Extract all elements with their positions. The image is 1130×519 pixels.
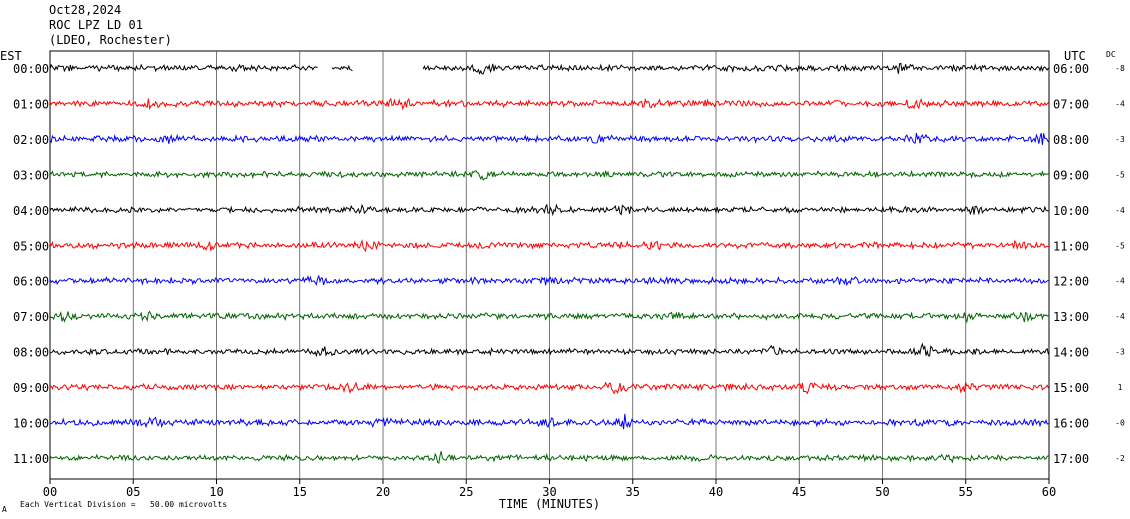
seismic-trace-row: [49, 169, 1049, 181]
row-time-est: 07:00: [13, 310, 49, 324]
row-time-est: 04:00: [13, 204, 49, 218]
x-tick-label: 60: [1042, 485, 1056, 499]
row-dc-value: -2: [1115, 454, 1125, 463]
x-tick-label: 15: [293, 485, 307, 499]
row-dc-value: -0: [1115, 419, 1125, 428]
row-dc-value: -3: [1115, 135, 1125, 144]
station-code: ROC LPZ LD 01: [49, 18, 143, 32]
row-dc-value: -5: [1115, 170, 1125, 179]
scale-note: Each Vertical Division = 50.00 microvolt…: [20, 500, 228, 509]
row-time-est: 02:00: [13, 133, 49, 147]
row-time-est: 03:00: [13, 168, 49, 182]
row-dc-value: -4: [1115, 206, 1125, 215]
row-time-est: 08:00: [13, 346, 49, 360]
seismic-trace-row: [49, 274, 1049, 287]
row-dc-value: -4: [1115, 277, 1125, 286]
x-tick-label: 00: [43, 485, 57, 499]
seismic-trace-row: [49, 239, 1049, 253]
row-time-est: 11:00: [13, 452, 49, 466]
row-dc-value: -4: [1115, 99, 1125, 108]
row-time-utc: 15:00: [1053, 381, 1089, 395]
row-dc-value: -3: [1115, 348, 1125, 357]
row-time-utc: 17:00: [1053, 452, 1089, 466]
row-time-est: 01:00: [13, 97, 49, 111]
seismic-trace-row: [49, 413, 1049, 430]
row-dc-value: -8: [1115, 64, 1125, 73]
x-tick-label: 35: [626, 485, 640, 499]
x-tick-label: 40: [709, 485, 723, 499]
dc-header-label: DC: [1106, 50, 1116, 59]
timezone-right-label: UTC: [1064, 49, 1086, 63]
row-time-utc: 12:00: [1053, 275, 1089, 289]
x-tick-label: 30: [542, 485, 556, 499]
plot-date: Oct28,2024: [49, 3, 122, 17]
seismic-trace-row: [49, 310, 1049, 324]
row-time-utc: 16:00: [1053, 417, 1089, 431]
corner-mark: A: [2, 505, 7, 514]
x-axis-label: TIME (MINUTES): [499, 497, 600, 511]
seismic-trace-row: [49, 342, 1049, 358]
row-dc-value: 1: [1118, 383, 1123, 392]
x-tick-label: 10: [209, 485, 223, 499]
row-time-utc: 07:00: [1053, 97, 1089, 111]
x-tick-label: 50: [875, 485, 889, 499]
x-tick-label: 55: [959, 485, 973, 499]
row-time-utc: 13:00: [1053, 310, 1089, 324]
seismic-trace-row: [49, 62, 1049, 75]
x-tick-label: 45: [792, 485, 806, 499]
row-time-utc: 06:00: [1053, 62, 1089, 76]
row-time-est: 06:00: [13, 275, 49, 289]
row-time-utc: 08:00: [1053, 133, 1089, 147]
seismic-trace-row: [49, 132, 1049, 145]
x-tick-label: 05: [126, 485, 140, 499]
row-time-est: 09:00: [13, 381, 49, 395]
row-time-utc: 09:00: [1053, 168, 1089, 182]
row-time-est: 10:00: [13, 417, 49, 431]
seismic-trace-row: [49, 97, 1049, 111]
row-time-est: 00:00: [13, 62, 49, 76]
seismic-trace-row: [49, 451, 1049, 464]
x-tick-label: 20: [376, 485, 390, 499]
timezone-left-label: EST: [0, 49, 22, 63]
seismic-trace-row: [49, 381, 1049, 395]
seismic-trace-row: [49, 203, 1049, 217]
x-tick-label: 25: [459, 485, 473, 499]
row-dc-value: -5: [1115, 241, 1125, 250]
network-name: (LDEO, Rochester): [49, 33, 172, 47]
row-dc-value: -4: [1115, 312, 1125, 321]
row-time-utc: 11:00: [1053, 239, 1089, 253]
row-time-est: 05:00: [13, 239, 49, 253]
row-time-utc: 14:00: [1053, 346, 1089, 360]
row-time-utc: 10:00: [1053, 204, 1089, 218]
